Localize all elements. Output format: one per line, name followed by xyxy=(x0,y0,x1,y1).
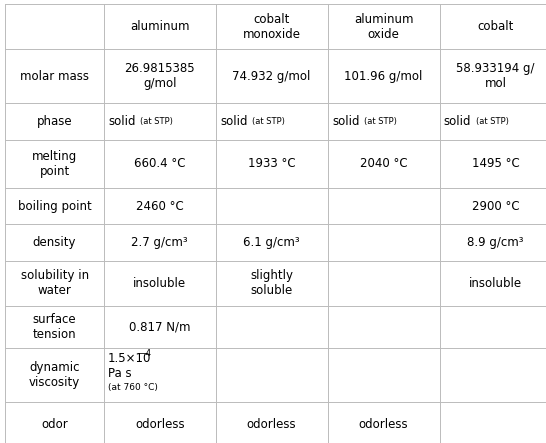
Text: surface
tension: surface tension xyxy=(33,313,76,341)
Text: 2460 °C: 2460 °C xyxy=(136,200,183,213)
Text: odor: odor xyxy=(41,418,68,431)
Text: 101.96 g/mol: 101.96 g/mol xyxy=(345,70,423,82)
Text: Pa s: Pa s xyxy=(108,367,132,380)
Text: 660.4 °C: 660.4 °C xyxy=(134,157,186,171)
Text: boiling point: boiling point xyxy=(17,200,92,213)
Text: (at 760 °C): (at 760 °C) xyxy=(108,383,158,392)
Text: molar mass: molar mass xyxy=(20,70,89,82)
Text: 1495 °C: 1495 °C xyxy=(472,157,519,171)
Text: solid: solid xyxy=(332,115,359,128)
Text: insoluble: insoluble xyxy=(469,277,522,290)
Text: aluminum
oxide: aluminum oxide xyxy=(354,13,413,41)
Text: 26.9815385
g/mol: 26.9815385 g/mol xyxy=(124,62,195,90)
Text: (at STP): (at STP) xyxy=(364,117,396,126)
Text: odorless: odorless xyxy=(359,418,408,431)
Text: insoluble: insoluble xyxy=(133,277,186,290)
Text: 6.1 g/cm³: 6.1 g/cm³ xyxy=(244,236,300,249)
Text: 1.5×10: 1.5×10 xyxy=(108,352,151,365)
Text: 74.932 g/mol: 74.932 g/mol xyxy=(233,70,311,82)
Text: 58.933194 g/
mol: 58.933194 g/ mol xyxy=(456,62,535,90)
Text: odorless: odorless xyxy=(135,418,185,431)
Text: solubility in
water: solubility in water xyxy=(21,269,88,297)
Text: 1933 °C: 1933 °C xyxy=(248,157,295,171)
Text: density: density xyxy=(33,236,76,249)
Text: cobalt
monoxide: cobalt monoxide xyxy=(242,13,301,41)
Text: 2900 °C: 2900 °C xyxy=(472,200,519,213)
Text: solid: solid xyxy=(220,115,247,128)
Text: 2040 °C: 2040 °C xyxy=(360,157,407,171)
Text: 0.817 N/m: 0.817 N/m xyxy=(129,320,191,333)
Text: (at STP): (at STP) xyxy=(252,117,284,126)
Text: −4: −4 xyxy=(138,349,151,358)
Text: 2.7 g/cm³: 2.7 g/cm³ xyxy=(132,236,188,249)
Text: (at STP): (at STP) xyxy=(140,117,173,126)
Text: (at STP): (at STP) xyxy=(476,117,508,126)
Text: solid: solid xyxy=(108,115,135,128)
Text: slightly
soluble: slightly soluble xyxy=(250,269,293,297)
Text: 8.9 g/cm³: 8.9 g/cm³ xyxy=(467,236,524,249)
Text: dynamic
viscosity: dynamic viscosity xyxy=(29,361,80,389)
Text: phase: phase xyxy=(37,115,73,128)
Text: odorless: odorless xyxy=(247,418,296,431)
Text: cobalt: cobalt xyxy=(477,20,514,33)
Text: solid: solid xyxy=(444,115,471,128)
Text: melting
point: melting point xyxy=(32,150,77,178)
Text: aluminum: aluminum xyxy=(130,20,189,33)
